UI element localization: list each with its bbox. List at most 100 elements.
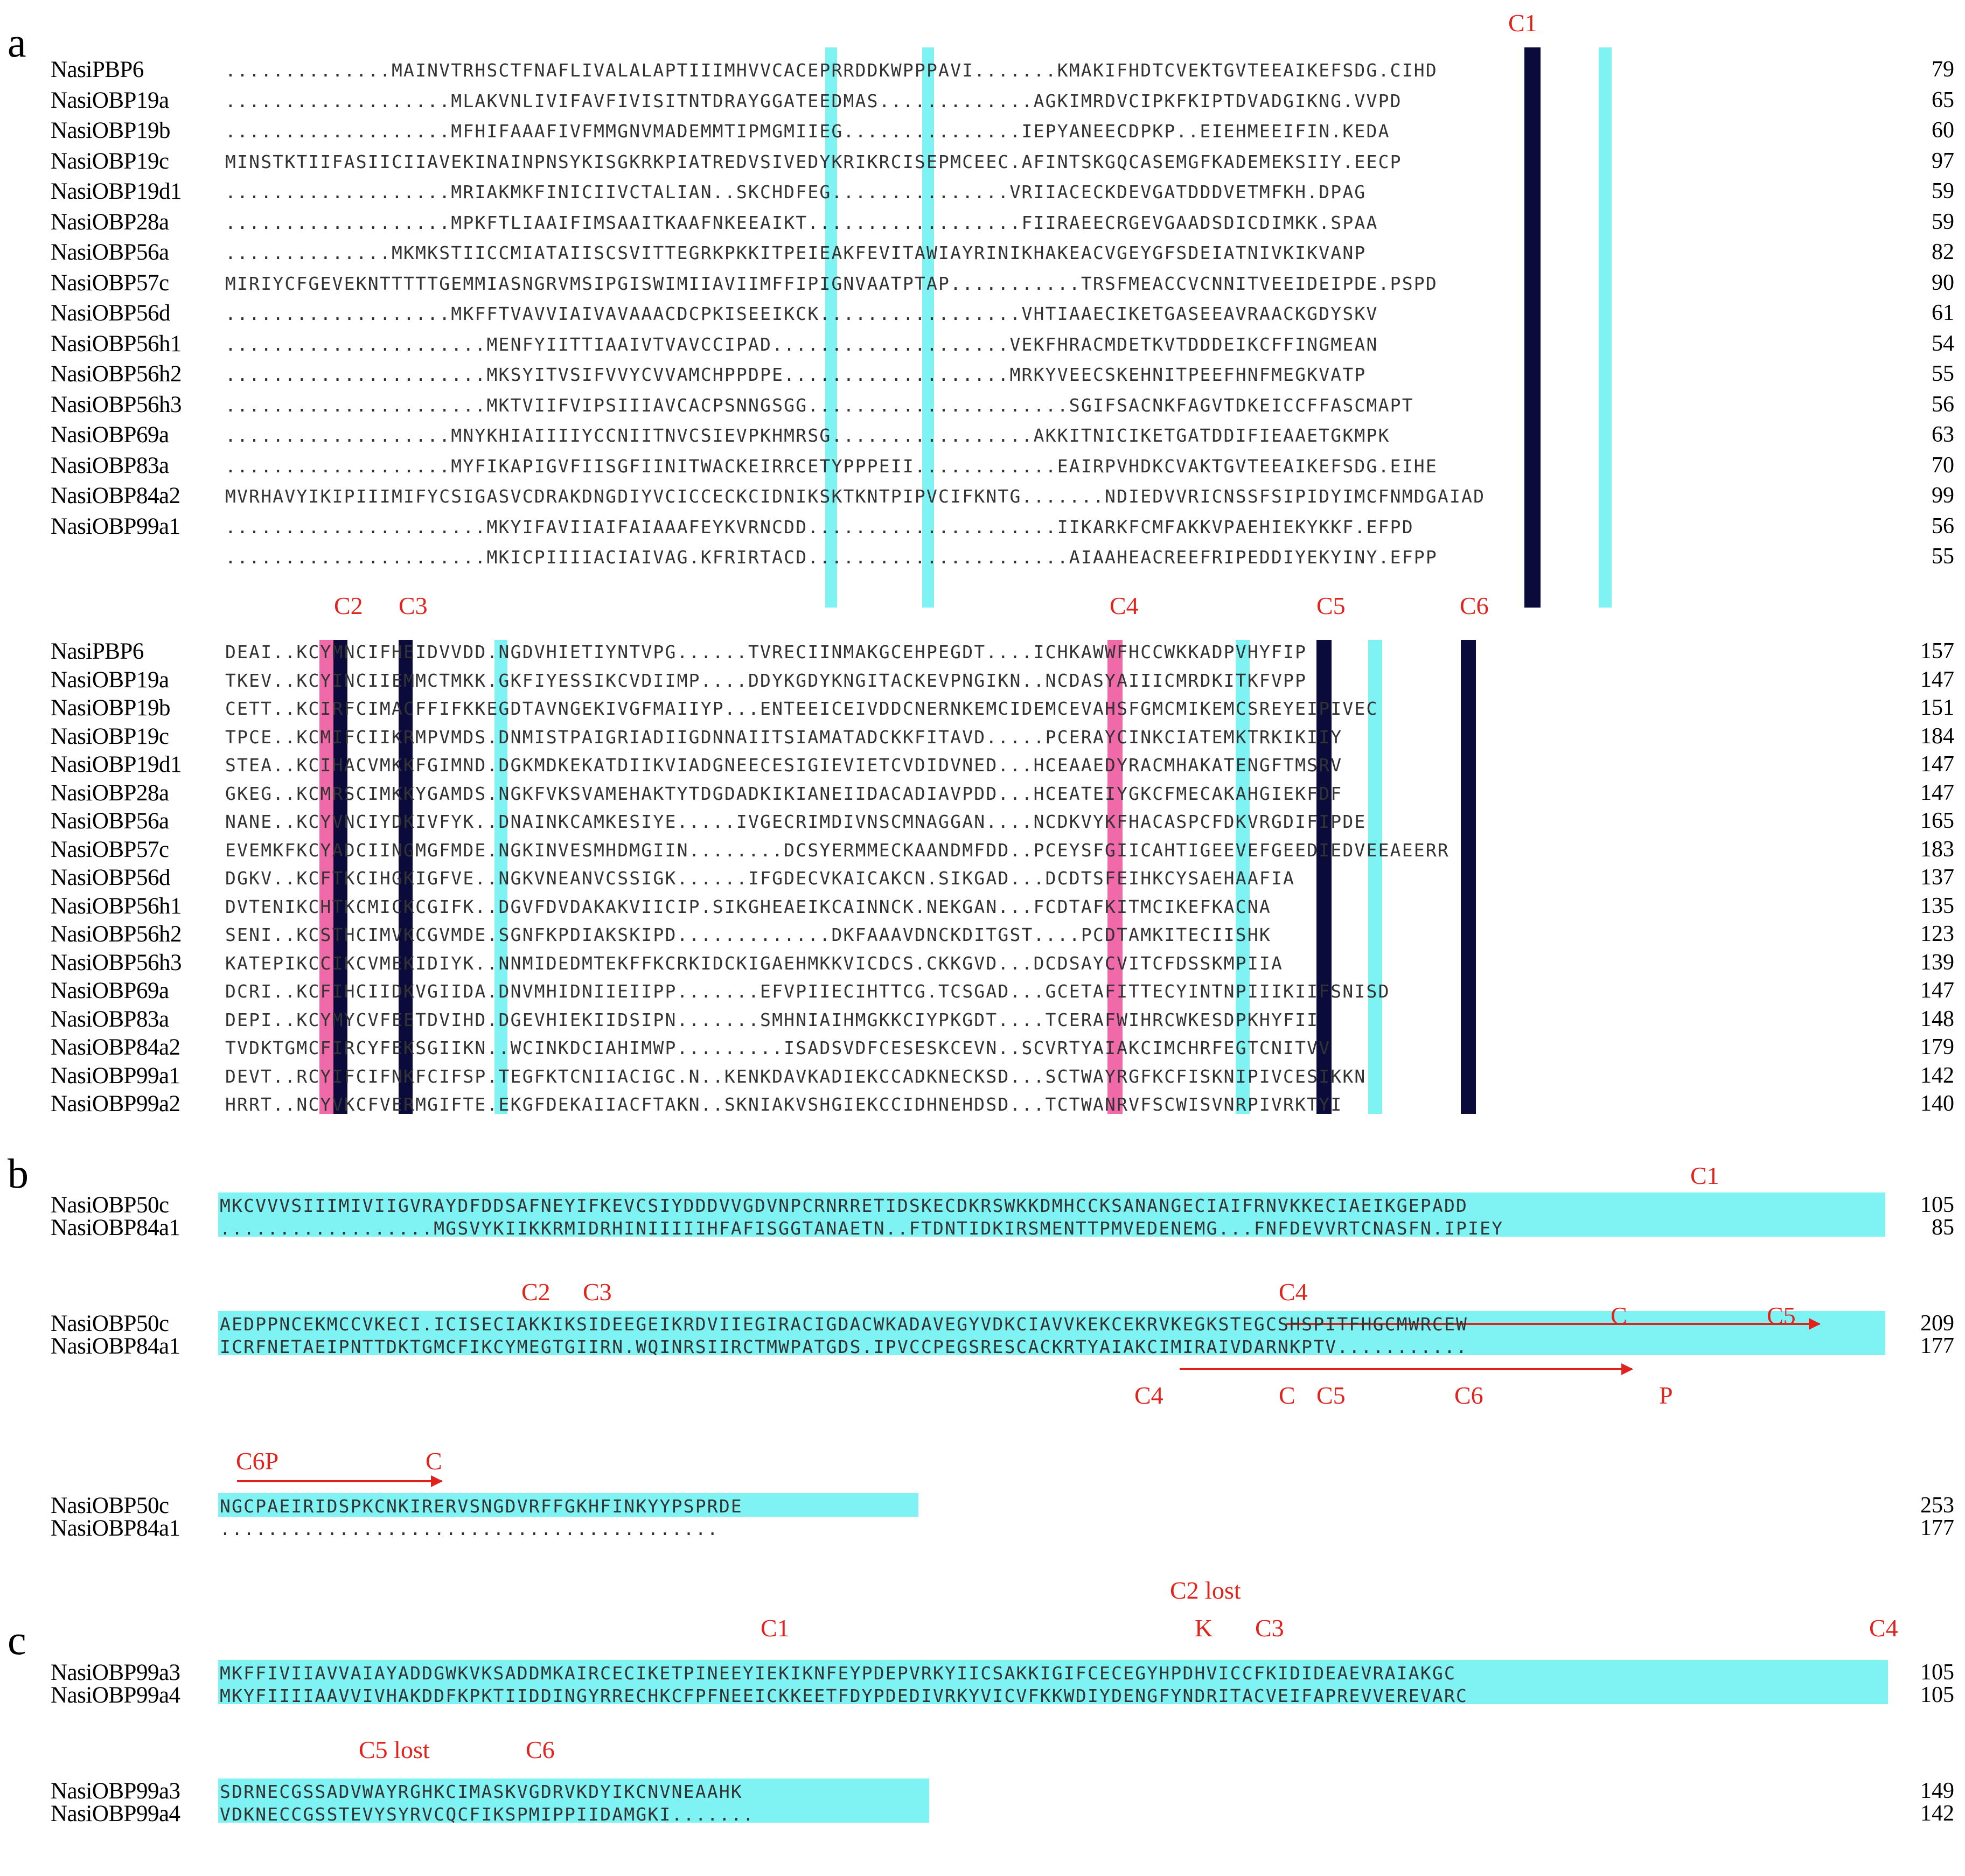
- conserved-cys-column-c4: [1107, 640, 1123, 1114]
- cys-marker-c1: C1: [1508, 9, 1537, 37]
- disulfide-arrow-bottom: [1180, 1363, 1633, 1375]
- cys-marker-c5: C5: [1316, 592, 1346, 619]
- residue-count: 55: [1932, 544, 1954, 569]
- sequence-name: NasiOBP28a: [51, 780, 169, 806]
- sequence-name: NasiOBP56a: [51, 240, 169, 265]
- aligned-sequence: ........................................…: [220, 1518, 719, 1539]
- residue-count: 70: [1932, 452, 1954, 478]
- residue-count: 56: [1932, 513, 1954, 539]
- residue-count: 147: [1920, 780, 1954, 805]
- cys-marker-c-c6: C6: [526, 1736, 555, 1763]
- conserved-cys-column-c5: [1316, 640, 1332, 1114]
- sequence-name: NasiOBP84a1: [51, 1334, 180, 1359]
- sequence-name: NasiOBP69a: [51, 978, 169, 1003]
- residue-count: 55: [1932, 361, 1954, 386]
- sequence-name: NasiOBP19d1: [51, 179, 182, 204]
- aligned-sequence: ...................MFHIFAAAFIVFMMGNVMADE…: [225, 121, 1390, 142]
- cys-marker-b2-c6-bot: C6: [1454, 1382, 1483, 1409]
- sequence-name: NasiOBP84a1: [51, 1516, 180, 1541]
- sequence-name: NasiOBP84a1: [51, 1215, 180, 1240]
- cys-marker-b-c1: C1: [1690, 1162, 1719, 1189]
- sequence-name: NasiOBP19c: [51, 723, 169, 749]
- sequence-name: NasiOBP56d: [51, 865, 170, 890]
- residue-count: 177: [1920, 1334, 1954, 1358]
- sequence-name: NasiOBP56h3: [51, 950, 182, 975]
- sequence-name: NasiOBP57c: [51, 836, 169, 862]
- sequence-name: NasiOBP99a2: [51, 1091, 180, 1117]
- residue-count: 179: [1920, 1035, 1954, 1059]
- residue-count: 56: [1932, 392, 1954, 417]
- aligned-sequence: ..............MAINVTRHSCTFNAFLIVALALAPTI…: [225, 60, 1438, 81]
- residue-count: 54: [1932, 331, 1954, 356]
- sequence-name: NasiOBP99a3: [51, 1779, 180, 1804]
- residue-count: 105: [1920, 1192, 1954, 1217]
- residue-count: 165: [1920, 808, 1954, 833]
- aligned-sequence: ......................MKICPIIIIACIAIVAG.…: [225, 547, 1438, 568]
- conserved-cys-column-c6: [1461, 640, 1476, 1114]
- residue-count: 139: [1920, 950, 1954, 975]
- aligned-sequence: VDKNECCGSSTEVYSYRVCQCFIKSPMIPPIIDAMGKI..…: [220, 1804, 755, 1825]
- sequence-name: NasiOBP99a3: [51, 1660, 180, 1685]
- aligned-sequence: MIRIYCFGEVEKNTTTTTGEMMIASNGRVMSIPGISWIMI…: [225, 273, 1438, 294]
- aligned-sequence: DEAI..KCYMNCIFHEIDVVDD.NGDVHIETIYNTVPG..…: [225, 641, 1307, 662]
- sequence-name: NasiOBP19b: [51, 118, 170, 143]
- cys-marker-b2-c4-bot: C4: [1134, 1382, 1163, 1409]
- residue-count: 147: [1920, 752, 1954, 777]
- residue-count: 105: [1920, 1683, 1954, 1707]
- cys-marker-b2-c5-bot: C5: [1316, 1382, 1346, 1409]
- sequence-name: NasiOBP99a1: [51, 513, 180, 539]
- cys-marker-b2-c3: C3: [583, 1278, 612, 1306]
- sequence-name: NasiOBP83a: [51, 1006, 169, 1032]
- residue-count: 82: [1932, 240, 1954, 264]
- aligned-sequence: MKYFIIIIAAVVIVHAKDDFKPKTIIDDINGYRRECHKCF…: [220, 1685, 1468, 1706]
- conserved-cys-column-c1: [1524, 47, 1541, 608]
- aligned-sequence: HRRT..NCYVKCFVERMGIFTE.EKGFDEKAIIACFTAKN…: [225, 1094, 1343, 1115]
- residue-count: 135: [1920, 893, 1954, 918]
- sequence-name: NasiOBP19a: [51, 667, 169, 693]
- aligned-sequence: CETT..KCIRFCIMACFFIFKKEGDTAVNGEKIVGFMAII…: [225, 698, 1378, 719]
- residue-count: 137: [1920, 865, 1954, 890]
- sequence-name: NasiOBP99a1: [51, 1063, 180, 1089]
- aligned-sequence: MVRHAVYIKIPIIIMIFYCSIGASVCDRAKDNGDIYVCIC…: [225, 486, 1486, 507]
- sequence-name: NasiOBP19b: [51, 695, 170, 721]
- sequence-name: NasiOBP19c: [51, 148, 169, 174]
- sequence-name: NasiOBP57c: [51, 270, 169, 296]
- residue-count: 142: [1920, 1801, 1954, 1826]
- cys-marker-b2-p-bot: P: [1659, 1382, 1673, 1409]
- cys-marker-c-c3: C3: [1255, 1614, 1284, 1642]
- aligned-sequence: ...................MLAKVNLIVIFAVFIVISITN…: [225, 90, 1402, 111]
- aligned-sequence: SDRNECGSSADVWAYRGHKCIMASKVGDRVKDYIKCNVNE…: [220, 1781, 743, 1802]
- aligned-sequence: STEA..KCIHACVMKKFGIMND.DGKMDKEKATDIIKVIA…: [225, 755, 1343, 776]
- conserved-cys-column-c3: [399, 640, 413, 1114]
- aligned-sequence: TPCE..KCMIFCIIKRMPVMDS.DNMISTPAIGRIADIIG…: [225, 726, 1343, 748]
- aligned-sequence: MKCVVVSIIIMIVIIGVRAYDFDDSAFNEYIFKEVCSIYD…: [220, 1195, 1468, 1216]
- sequence-name: NasiOBP56h3: [51, 392, 182, 417]
- residue-count: 148: [1920, 1006, 1954, 1031]
- cys-marker-c-c5lost: C5 lost: [359, 1736, 430, 1763]
- sequence-name: NasiOBP56a: [51, 808, 169, 834]
- cys-marker-c2: C2: [334, 592, 363, 619]
- aligned-sequence: KATEPIKCCIKCVMEKIDIYK..NNMIDEDMTEKFFKCRK…: [225, 952, 1284, 974]
- similar-column: [1236, 640, 1250, 1114]
- sequence-name: NasiOBP84a2: [51, 483, 180, 508]
- aligned-sequence: ...................MRIAKMKFINICIIVCTALIA…: [225, 182, 1367, 203]
- cys-marker-c4: C4: [1110, 592, 1139, 619]
- residue-count: 209: [1920, 1311, 1954, 1336]
- sequence-name: NasiOBP50c: [51, 1493, 169, 1518]
- aligned-sequence: MKFFIVIIAVVAIAYADDGWKVKSADDMKAIRCECIKETP…: [220, 1663, 1457, 1684]
- residue-count: 142: [1920, 1063, 1954, 1088]
- sequence-name: NasiOBP84a2: [51, 1035, 180, 1060]
- residue-count: 140: [1920, 1091, 1954, 1116]
- aligned-sequence: TKEV..KCYINCIIEMMCTMKK.GKFIYESSIKCVDIIMP…: [225, 669, 1307, 691]
- panel-label-b: b: [8, 1150, 29, 1197]
- aligned-sequence: NANE..KCYVNCIYDKIVFYK..DNAINKCAMKESIYE..…: [225, 811, 1367, 832]
- similar-column: [1368, 640, 1382, 1114]
- residue-count: 85: [1932, 1215, 1954, 1240]
- residue-count: 105: [1920, 1660, 1954, 1685]
- aligned-sequence: MINSTKTIIFASIICIIAVEKINAINPNSYKISGKRKPIA…: [225, 151, 1402, 172]
- aligned-sequence: SENI..KCSTHCIMVKCGVMDE.SGNFKPDIAKSKIPD..…: [225, 924, 1271, 945]
- sequence-name: NasiOBP28a: [51, 209, 169, 235]
- alignment-background-c2: [218, 1779, 929, 1823]
- residue-count: 149: [1920, 1779, 1954, 1803]
- cys-marker-c-c1: C1: [761, 1614, 790, 1642]
